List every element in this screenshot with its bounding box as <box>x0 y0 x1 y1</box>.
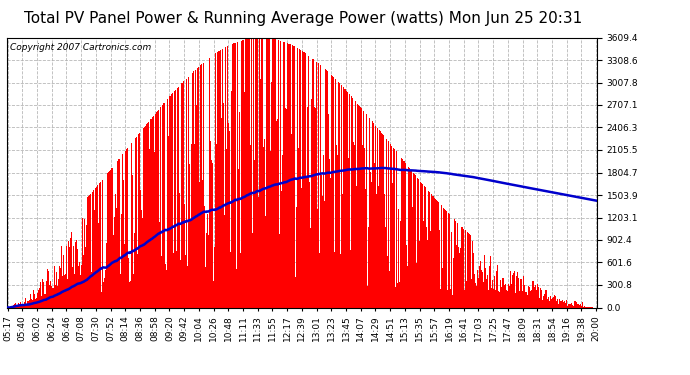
Text: Total PV Panel Power & Running Average Power (watts) Mon Jun 25 20:31: Total PV Panel Power & Running Average P… <box>24 11 583 26</box>
Text: Copyright 2007 Cartronics.com: Copyright 2007 Cartronics.com <box>10 43 151 52</box>
